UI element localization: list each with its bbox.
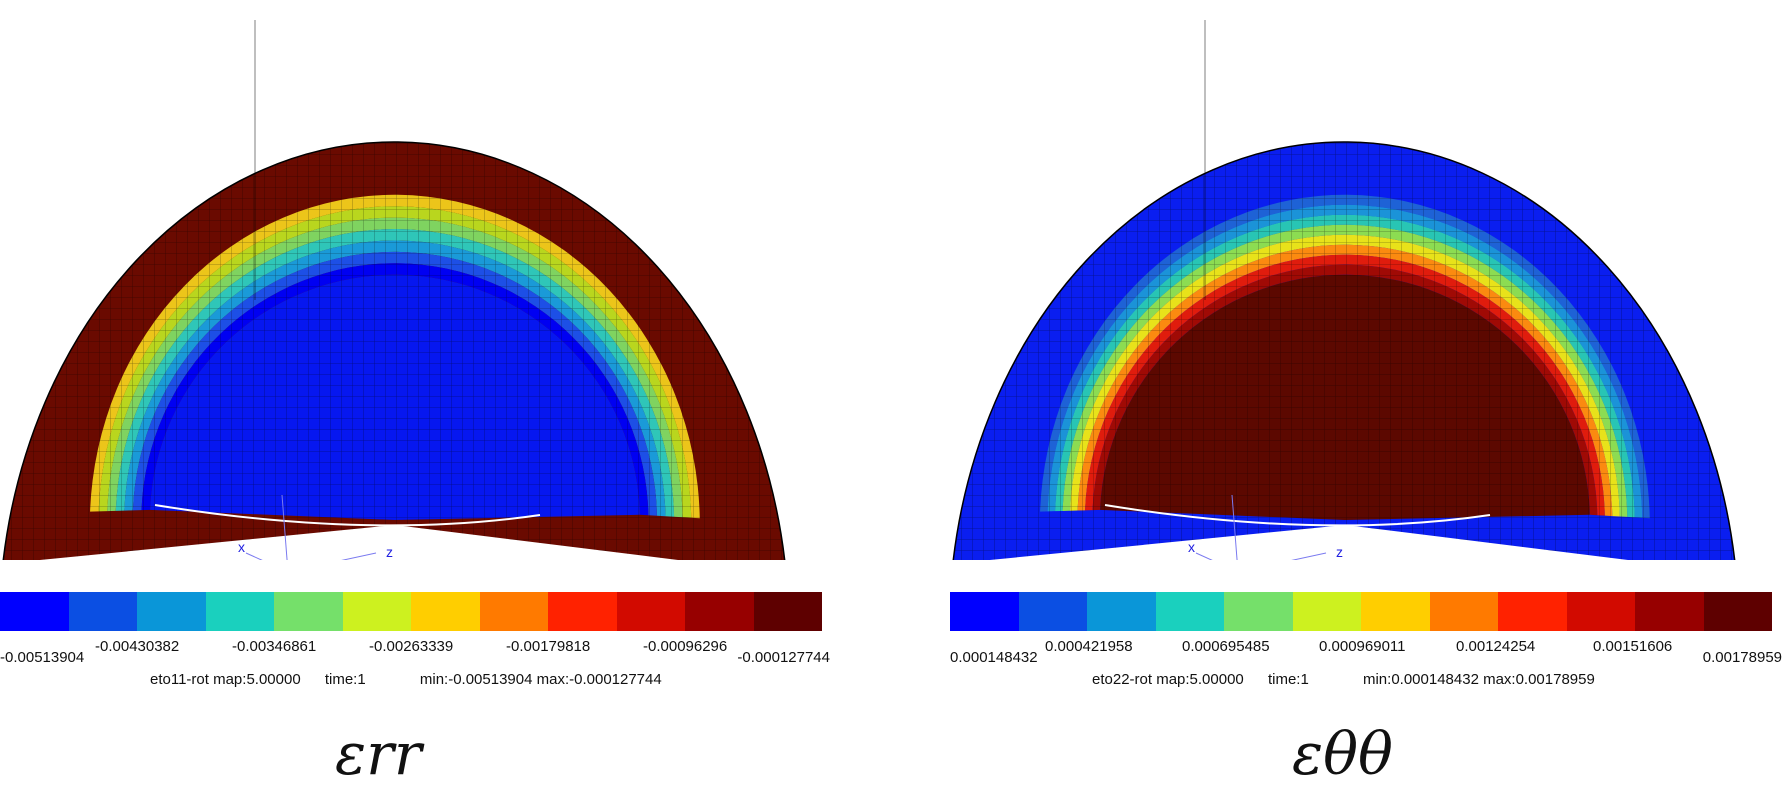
colorbar-swatch: [1429, 592, 1498, 631]
colorbar-swatch: [548, 592, 617, 631]
colorbar-swatch: [1018, 592, 1087, 631]
caption-err: εrr: [335, 720, 422, 788]
left-panel: x z -0.00513904 -0.00430382 -0.00346861 -0.…: [0, 0, 830, 788]
colorbar-tick-label: 0.00151606: [1593, 638, 1673, 655]
colorbar-swatch: [1087, 592, 1156, 631]
colorbar-tick-label: 0.00178959: [1702, 649, 1782, 666]
colorbar-tick-label: -0.000127744: [737, 649, 830, 666]
axis-x-label: x: [1188, 539, 1195, 555]
axis-z-label: z: [1336, 544, 1343, 560]
colorbar-swatch: [1703, 592, 1772, 631]
mesh-grid: [953, 142, 1735, 560]
time-label: time:1: [324, 671, 366, 688]
colorbar-swatch: [1566, 592, 1635, 631]
colorbar-tick-label: 0.000421958: [1045, 638, 1133, 655]
colorbar-tick-label: -0.00096296: [643, 638, 728, 655]
colorbar-swatch: [616, 592, 685, 631]
time-label: time:1: [1267, 671, 1309, 688]
colorbar-tick-label: 0.000969011: [1319, 638, 1406, 655]
colorbar-tick-label: -0.00430382: [95, 638, 180, 655]
colorbar-swatch: [1498, 592, 1567, 631]
axis-z-label: z: [386, 544, 393, 560]
axis-triad: [1195, 494, 1327, 560]
field-info: eto11-rot map:5.00000 time:1 min:-0.0051…: [150, 671, 682, 688]
colorbar-tick-label: 0.00124254: [1456, 638, 1536, 655]
colorbar-swatch: [479, 592, 548, 631]
range-label: min:0.000148432 max:0.00178959: [1362, 671, 1595, 688]
mesh-grid: [3, 142, 785, 560]
colorbar-swatch: [0, 592, 69, 631]
range-label: min:-0.00513904 max:-0.000127744: [419, 671, 662, 688]
colorbar-swatch: [1224, 592, 1293, 631]
colorbar-swatch: [950, 592, 1019, 631]
colorbar-swatch: [137, 592, 206, 631]
colorbar-swatch: [1361, 592, 1430, 631]
colorbar-swatch: [1155, 592, 1224, 631]
colorbar-swatch: [68, 592, 137, 631]
ett-contour-render: [952, 20, 1736, 560]
colorbar-tick-label: 0.000148432: [950, 649, 1038, 666]
colorbar-swatch: [1292, 592, 1361, 631]
colorbar-tick-label: -0.00513904: [0, 649, 85, 666]
colorbar: [0, 592, 822, 631]
colorbar-swatch: [411, 592, 480, 631]
field-name: eto22-rot map:5.00000: [1092, 671, 1244, 688]
colorbar-swatch: [753, 592, 822, 631]
axis-triad: [245, 494, 377, 560]
colorbar-swatch: [685, 592, 754, 631]
field-name: eto11-rot map:5.00000: [150, 671, 301, 688]
colorbar: [950, 592, 1772, 631]
colorbar-swatch: [205, 592, 274, 631]
colorbar-tick-label: -0.00263339: [369, 638, 454, 655]
colorbar-tick-label: -0.00179818: [506, 638, 591, 655]
right-panel: x z 0.000148432 0.000421958 0.000695485 0.0…: [950, 0, 1782, 788]
caption-ett: εθθ: [1292, 720, 1393, 788]
field-info: eto22-rot map:5.00000 time:1 min:0.00014…: [1092, 671, 1615, 688]
colorbar-tick-label: -0.00346861: [232, 638, 317, 655]
axis-x-label: x: [238, 539, 245, 555]
colorbar-tick-label: 0.000695485: [1182, 638, 1270, 655]
colorbar-swatch: [1635, 592, 1704, 631]
err-contour-render: [2, 20, 786, 560]
colorbar-swatch: [274, 592, 343, 631]
colorbar-swatch: [342, 592, 411, 631]
